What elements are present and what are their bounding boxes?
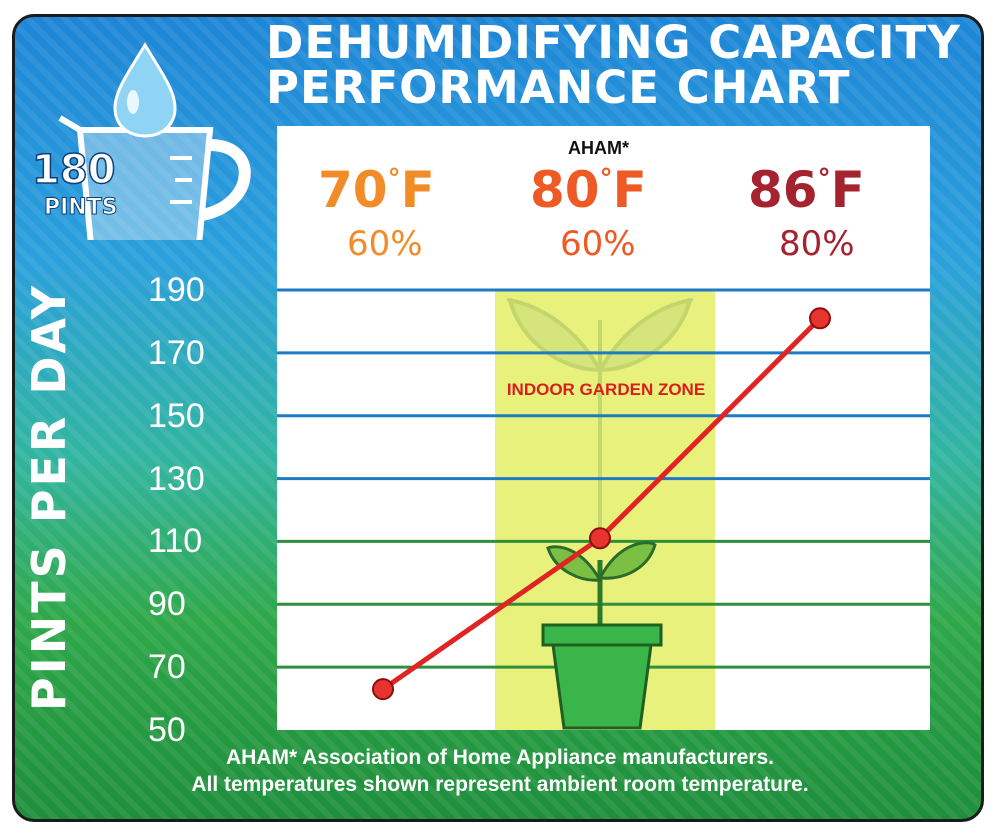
title-line-1: DEHUMIDIFYING CAPACITY (266, 16, 961, 69)
data-point (372, 678, 394, 701)
condition-2-temp: 80°F (530, 162, 647, 218)
badge-number: 180 (31, 147, 116, 193)
footnote-line-1: AHAM* Association of Home Appliance manu… (225, 746, 775, 769)
temp-1-value: 70 (318, 161, 388, 219)
temp-2-value: 80 (530, 161, 600, 219)
y-tick-label: 170 (148, 333, 205, 372)
flower-pot-icon (541, 623, 663, 730)
condition-1-humidity: 60% (347, 224, 423, 264)
y-axis-label: PINTS PER DAY (22, 282, 76, 712)
badge-unit: PINTS (44, 195, 119, 220)
water-drop-icon (113, 42, 177, 138)
garden-zone-label: INDOOR GARDEN ZONE (506, 380, 706, 399)
measuring-cup-icon (58, 42, 251, 240)
temp-2-unit: F (612, 161, 647, 219)
y-tick-label: 90 (148, 585, 186, 624)
footnote: AHAM* Association of Home Appliance manu… (0, 744, 1000, 798)
condition-1-temp: 70°F (318, 162, 435, 218)
y-tick-label: 70 (148, 648, 186, 687)
chart-title: DEHUMIDIFYING CAPACITY PERFORMANCE CHART (266, 20, 966, 110)
aham-marker: AHAM* (568, 138, 629, 158)
degree-symbol: ° (817, 164, 831, 194)
title-line-2: PERFORMANCE CHART (266, 61, 851, 114)
y-tick-label: 190 (148, 271, 205, 309)
y-tick-label: 150 (148, 396, 205, 435)
condition-2-humidity: 60% (560, 224, 636, 264)
y-tick-label: 110 (148, 522, 203, 561)
data-point (809, 307, 831, 330)
footnote-line-2: All temperatures shown represent ambient… (191, 773, 809, 796)
y-tick-label: 50 (148, 711, 186, 749)
data-point (589, 527, 611, 550)
condition-3-temp: 86°F (748, 162, 865, 218)
degree-symbol: ° (387, 164, 401, 194)
seedling-icon (546, 541, 657, 630)
temp-3-unit: F (830, 161, 865, 219)
y-tick-label: 130 (148, 459, 205, 498)
temp-1-unit: F (400, 161, 435, 219)
temp-3-value: 86 (748, 161, 818, 219)
condition-3-humidity: 80% (779, 224, 855, 264)
degree-symbol: ° (599, 164, 613, 194)
